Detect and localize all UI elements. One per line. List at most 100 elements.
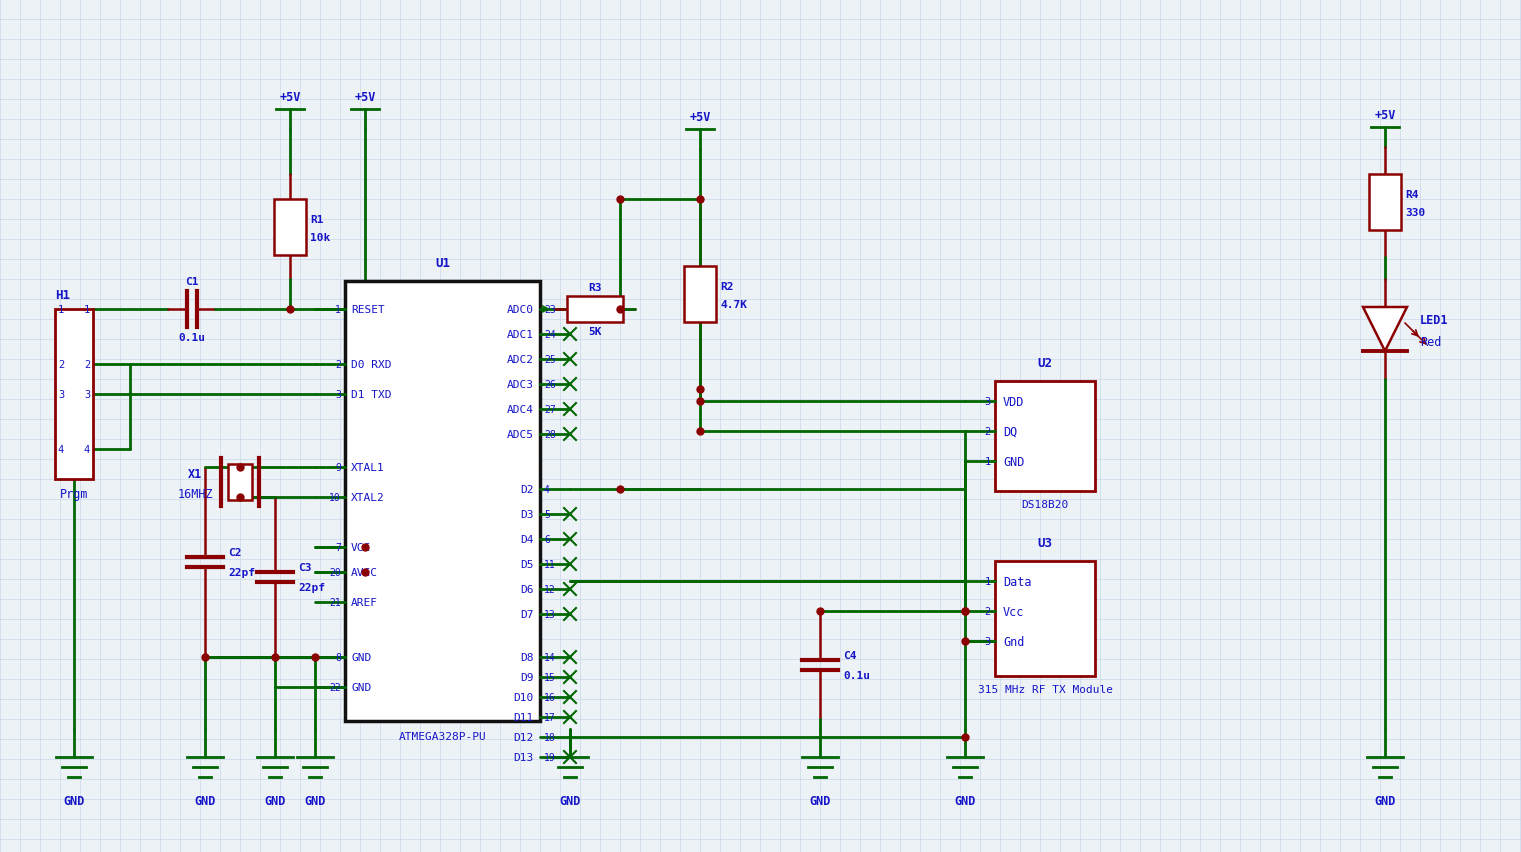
Text: 22pf: 22pf: [298, 582, 325, 592]
Text: 21: 21: [329, 597, 341, 607]
Text: 330: 330: [1405, 208, 1425, 218]
Text: 2: 2: [984, 607, 992, 616]
Text: 10: 10: [329, 492, 341, 503]
Text: ADC4: ADC4: [506, 405, 534, 415]
Text: D7: D7: [520, 609, 534, 619]
Text: D8: D8: [520, 653, 534, 662]
Bar: [995, 561, 1095, 676]
Text: 5K: 5K: [589, 326, 602, 337]
Text: +5V: +5V: [354, 91, 376, 104]
Text: LED1: LED1: [1421, 314, 1448, 326]
Text: ADC3: ADC3: [506, 379, 534, 389]
Text: D3: D3: [520, 509, 534, 520]
Text: 5: 5: [545, 509, 551, 520]
Text: 6: 6: [545, 534, 551, 544]
Text: 14: 14: [545, 653, 555, 662]
Text: 23: 23: [545, 305, 555, 314]
Text: 20: 20: [329, 567, 341, 578]
Bar: [228, 464, 252, 500]
Bar: [995, 382, 1095, 492]
Text: GND: GND: [195, 794, 216, 807]
Text: 9: 9: [335, 463, 341, 473]
Text: GND: GND: [351, 653, 371, 662]
Text: 4: 4: [545, 485, 551, 494]
Text: C4: C4: [843, 650, 856, 660]
Text: 3: 3: [58, 389, 64, 400]
Text: D6: D6: [520, 584, 534, 595]
Text: GND: GND: [560, 794, 581, 807]
Text: XTAL1: XTAL1: [351, 463, 385, 473]
Text: D11: D11: [514, 712, 534, 722]
Text: 11: 11: [545, 560, 555, 569]
Text: D5: D5: [520, 560, 534, 569]
Text: GND: GND: [304, 794, 325, 807]
Text: D1 TXD: D1 TXD: [351, 389, 391, 400]
Text: C1: C1: [184, 277, 198, 286]
Text: 1: 1: [984, 457, 992, 466]
Text: ADC0: ADC0: [506, 305, 534, 314]
Text: XTAL2: XTAL2: [351, 492, 385, 503]
Text: 24: 24: [545, 330, 555, 340]
Text: D12: D12: [514, 732, 534, 742]
Text: 27: 27: [545, 405, 555, 415]
Text: 19: 19: [545, 752, 555, 762]
Text: 7: 7: [335, 543, 341, 552]
Text: 25: 25: [545, 354, 555, 365]
Text: 16: 16: [545, 692, 555, 702]
Text: ADC2: ADC2: [506, 354, 534, 365]
Text: VCC: VCC: [351, 543, 371, 552]
Text: 1: 1: [58, 305, 64, 314]
Text: U1: U1: [435, 256, 450, 270]
Text: H1: H1: [55, 289, 70, 302]
Text: 3: 3: [984, 636, 992, 646]
Text: 22: 22: [329, 682, 341, 692]
Bar: [345, 282, 540, 721]
Text: Red: Red: [1421, 335, 1442, 348]
Text: C2: C2: [228, 547, 242, 557]
Text: GND: GND: [265, 794, 286, 807]
Text: 10k: 10k: [310, 233, 330, 242]
Polygon shape: [1363, 308, 1407, 352]
Text: 13: 13: [545, 609, 555, 619]
Text: ATMEGA328P-PU: ATMEGA328P-PU: [399, 731, 487, 741]
Text: U2: U2: [1037, 357, 1053, 370]
Text: GND: GND: [954, 794, 975, 807]
Text: 22pf: 22pf: [228, 567, 256, 578]
Text: 8: 8: [335, 653, 341, 662]
Text: 4: 4: [58, 445, 64, 454]
Text: Data: Data: [1002, 575, 1031, 588]
Text: 3: 3: [84, 389, 90, 400]
Text: 16MHZ: 16MHZ: [176, 488, 213, 501]
Text: D10: D10: [514, 692, 534, 702]
Text: R3: R3: [589, 283, 602, 292]
Text: AVCC: AVCC: [351, 567, 379, 578]
Text: D4: D4: [520, 534, 534, 544]
Text: D13: D13: [514, 752, 534, 762]
Text: 2: 2: [58, 360, 64, 370]
Text: 2: 2: [84, 360, 90, 370]
Text: AREF: AREF: [351, 597, 379, 607]
Text: 3: 3: [984, 396, 992, 406]
Text: D9: D9: [520, 672, 534, 682]
Text: GND: GND: [1375, 794, 1396, 807]
Bar: [274, 199, 306, 256]
Bar: [567, 296, 624, 323]
Text: Prgm: Prgm: [59, 487, 88, 500]
Text: 3: 3: [335, 389, 341, 400]
Text: 28: 28: [545, 429, 555, 440]
Text: 1: 1: [984, 576, 992, 586]
Text: 17: 17: [545, 712, 555, 722]
Text: 315 MHz RF TX Module: 315 MHz RF TX Module: [978, 684, 1112, 694]
Bar: [55, 309, 93, 480]
Text: 0.1u: 0.1u: [178, 332, 205, 343]
Text: D2: D2: [520, 485, 534, 494]
Text: R4: R4: [1405, 190, 1419, 199]
Text: 1: 1: [335, 305, 341, 314]
Text: 4.7K: 4.7K: [719, 300, 747, 309]
Text: GND: GND: [1002, 455, 1024, 468]
Text: R2: R2: [719, 282, 733, 291]
Text: DQ: DQ: [1002, 425, 1018, 438]
Text: VDD: VDD: [1002, 395, 1024, 408]
Text: ADC1: ADC1: [506, 330, 534, 340]
Text: X1: X1: [189, 468, 202, 481]
